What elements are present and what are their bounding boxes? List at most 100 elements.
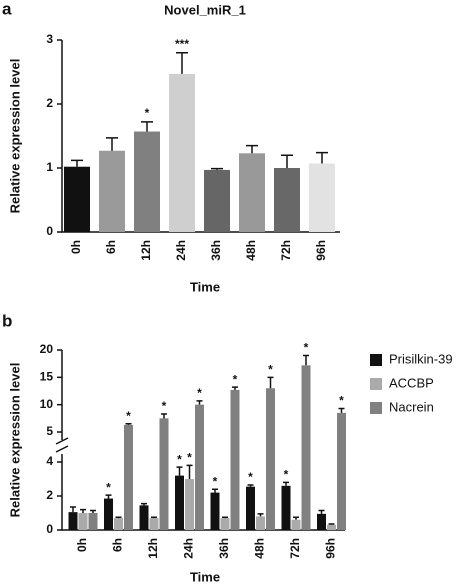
y-tick-label: 5 — [46, 424, 53, 438]
y-tick-label: 1 — [46, 160, 53, 174]
error-bar — [125, 423, 132, 425]
error-bar — [105, 494, 112, 499]
error-bar — [90, 509, 96, 513]
x-axis-label: Time — [190, 569, 220, 584]
bar — [68, 512, 78, 530]
significance-label: * — [339, 394, 344, 408]
legend-label: ACCBP — [389, 375, 434, 390]
x-tick-label: 12h — [146, 538, 160, 559]
bar — [175, 475, 184, 530]
error-bar — [293, 516, 299, 520]
error-bar — [141, 121, 153, 132]
significance-label: *** — [175, 37, 189, 51]
error-bar — [318, 509, 325, 514]
error-bar — [281, 154, 293, 168]
significance-label: * — [268, 363, 273, 377]
error-bar — [246, 144, 258, 154]
error-bar — [316, 151, 328, 164]
significance-label: * — [197, 386, 202, 400]
significance-label: * — [145, 106, 150, 120]
error-bar — [303, 354, 309, 366]
significance-label: * — [162, 399, 167, 413]
bar — [291, 519, 301, 530]
y-tick-label: 2 — [46, 488, 53, 502]
x-tick-label: 6h — [111, 538, 125, 552]
error-bar — [176, 466, 183, 476]
error-bar — [267, 376, 274, 389]
x-tick-label: 36h — [217, 538, 231, 559]
bar — [230, 389, 240, 530]
y-tick-label: 0 — [46, 224, 53, 238]
significance-label: * — [177, 452, 182, 466]
bar — [246, 486, 255, 530]
x-tick-label: 6h — [104, 240, 118, 254]
panel-label: b — [2, 311, 12, 330]
x-tick-label: 0h — [75, 538, 89, 552]
bar — [139, 505, 149, 530]
error-bar — [70, 506, 76, 513]
error-bar — [247, 484, 254, 487]
y-tick-label: 4 — [46, 454, 53, 468]
y-tick-label: 3 — [46, 32, 53, 46]
significance-label: * — [187, 451, 192, 465]
bar — [274, 168, 300, 232]
significance-label: * — [248, 470, 253, 484]
chart-title: Novel_miR_1 — [164, 2, 246, 17]
bar — [149, 518, 159, 530]
y-tick-label: 0 — [46, 522, 53, 536]
bar — [159, 418, 169, 530]
bar — [337, 412, 346, 530]
error-bar — [151, 516, 157, 519]
y-tick-label: 15 — [40, 370, 54, 384]
bar — [239, 153, 265, 232]
error-bar — [212, 488, 218, 493]
bar — [104, 498, 113, 530]
x-tick-label: 48h — [253, 538, 267, 559]
x-tick-label: 24h — [182, 538, 196, 559]
y-axis-label: Relative expression level — [7, 363, 22, 518]
legend-swatch — [370, 402, 382, 414]
error-bar — [232, 386, 238, 390]
bar — [169, 73, 195, 232]
error-bar — [176, 52, 188, 74]
bar — [99, 150, 125, 232]
x-tick-label: 0h — [69, 240, 83, 254]
x-tick-label: 24h — [174, 240, 188, 261]
bar — [210, 492, 220, 530]
bar — [317, 513, 326, 530]
bar — [195, 404, 204, 530]
x-tick-label: 12h — [139, 240, 153, 261]
x-tick-label: 96h — [314, 240, 328, 261]
error-bar — [283, 481, 289, 486]
error-bar — [196, 400, 203, 405]
x-tick-label: 72h — [288, 538, 302, 559]
error-bar — [115, 516, 122, 519]
bar — [204, 169, 230, 232]
significance-label: * — [106, 480, 111, 494]
panel-label: a — [2, 0, 12, 18]
error-bar — [257, 513, 264, 517]
y-tick-label: 10 — [40, 397, 54, 411]
legend-swatch — [370, 378, 382, 390]
legend-label: Prisilkin-39 — [389, 351, 453, 366]
significance-label: * — [213, 474, 218, 488]
legend-swatch — [370, 354, 382, 366]
bar — [64, 166, 90, 232]
error-bar — [80, 508, 86, 513]
x-tick-label: 96h — [324, 538, 338, 559]
bar — [114, 518, 123, 530]
bar — [220, 518, 230, 530]
error-bar — [106, 137, 118, 151]
bar — [134, 131, 160, 232]
x-tick-label: 72h — [279, 240, 293, 261]
error-bar — [211, 167, 223, 170]
error-bar — [141, 502, 147, 506]
error-bar — [338, 407, 345, 413]
y-tick-label: 20 — [40, 342, 54, 356]
bar — [256, 516, 265, 530]
bar — [327, 524, 336, 530]
significance-label: * — [126, 409, 131, 423]
x-axis-label: Time — [190, 279, 220, 294]
bar — [301, 365, 311, 530]
